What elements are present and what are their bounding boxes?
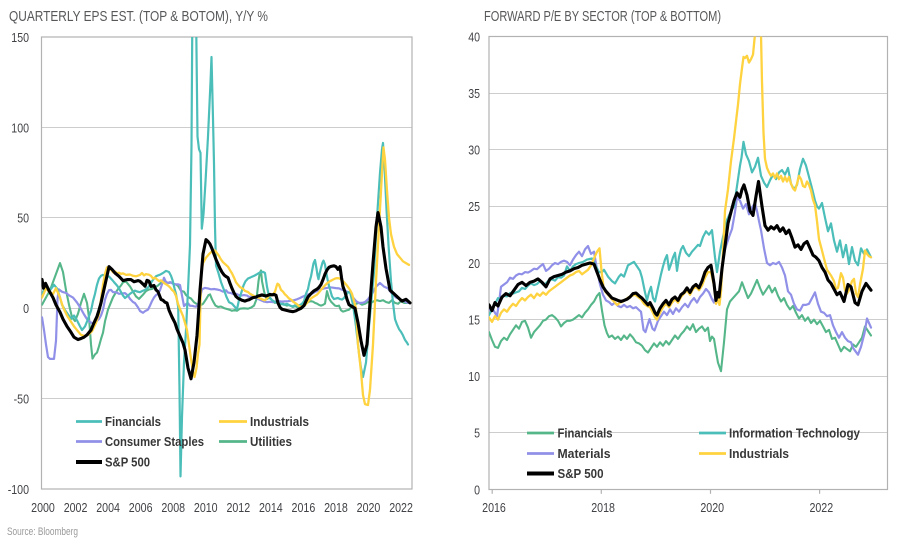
svg-text:100: 100 xyxy=(11,120,29,135)
svg-text:2018: 2018 xyxy=(591,500,615,515)
svg-text:Utilities: Utilities xyxy=(250,434,292,449)
svg-text:2016: 2016 xyxy=(482,500,506,515)
svg-text:2012: 2012 xyxy=(226,500,250,515)
svg-text:35: 35 xyxy=(468,86,480,101)
svg-text:2020: 2020 xyxy=(357,500,381,515)
svg-text:2000: 2000 xyxy=(31,500,55,515)
svg-text:Materials: Materials xyxy=(558,446,611,461)
svg-text:2014: 2014 xyxy=(259,500,283,515)
svg-text:0: 0 xyxy=(23,301,29,316)
svg-text:0: 0 xyxy=(474,482,480,497)
svg-text:QUARTERLY EPS EST. (TOP & BOTO: QUARTERLY EPS EST. (TOP & BOTOM), Y/Y % xyxy=(9,9,268,25)
svg-text:Industrials: Industrials xyxy=(250,414,309,429)
svg-text:S&P 500: S&P 500 xyxy=(558,466,604,481)
svg-text:10: 10 xyxy=(468,369,480,384)
svg-text:2004: 2004 xyxy=(96,500,120,515)
svg-text:2022: 2022 xyxy=(809,500,833,515)
svg-text:5: 5 xyxy=(474,426,480,441)
svg-text:2020: 2020 xyxy=(700,500,724,515)
svg-text:50: 50 xyxy=(17,211,29,226)
svg-text:150: 150 xyxy=(11,30,29,45)
svg-text:FORWARD P/E BY SECTOR (TOP & B: FORWARD P/E BY SECTOR (TOP & BOTTOM) xyxy=(484,9,721,25)
svg-text:40: 40 xyxy=(468,29,480,44)
svg-text:2010: 2010 xyxy=(194,500,218,515)
svg-text:-100: -100 xyxy=(8,482,29,497)
svg-text:2002: 2002 xyxy=(64,500,88,515)
svg-text:Financials: Financials xyxy=(558,425,613,440)
svg-text:2006: 2006 xyxy=(129,500,153,515)
svg-text:Information Technology: Information Technology xyxy=(729,425,861,440)
svg-text:Consumer Staples: Consumer Staples xyxy=(105,434,204,449)
svg-text:S&P 500: S&P 500 xyxy=(105,454,150,469)
svg-text:2018: 2018 xyxy=(324,500,348,515)
svg-text:25: 25 xyxy=(468,199,480,214)
svg-text:30: 30 xyxy=(468,143,480,158)
svg-text:Industrials: Industrials xyxy=(729,446,789,461)
svg-text:2022: 2022 xyxy=(389,500,413,515)
svg-text:Source: Bloomberg: Source: Bloomberg xyxy=(7,526,78,538)
svg-text:2016: 2016 xyxy=(292,500,316,515)
svg-text:Financials: Financials xyxy=(105,414,161,429)
svg-text:20: 20 xyxy=(468,256,480,271)
svg-text:15: 15 xyxy=(468,312,480,327)
svg-text:2008: 2008 xyxy=(161,500,185,515)
svg-text:-50: -50 xyxy=(14,392,29,407)
